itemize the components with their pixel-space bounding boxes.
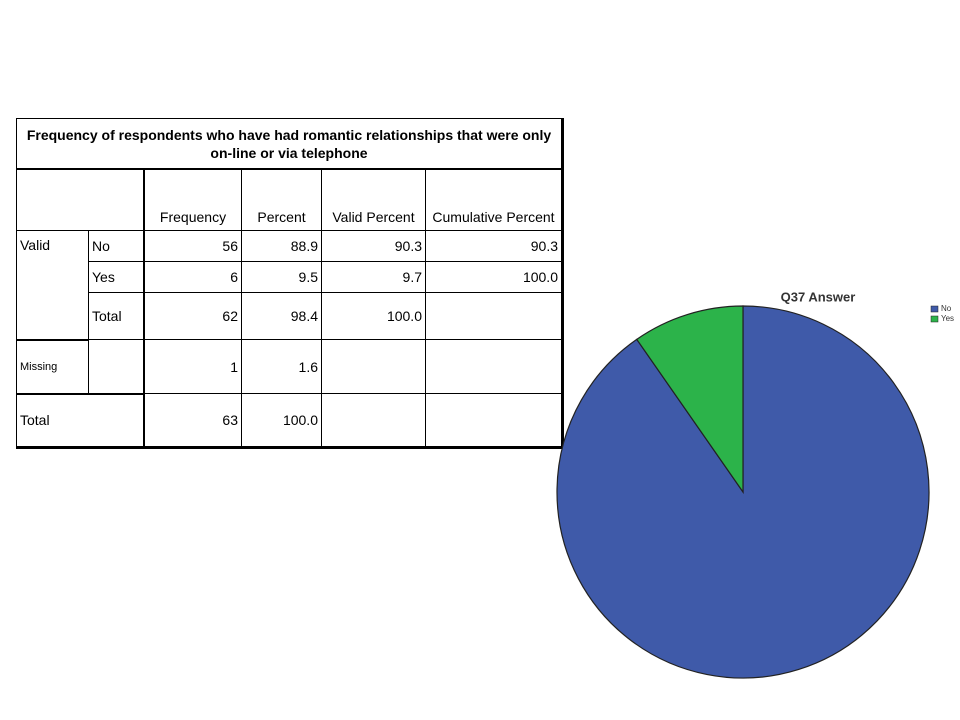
cell: 63: [143, 393, 242, 448]
pie-slice: [556, 305, 930, 679]
legend-swatch: [930, 305, 939, 313]
row-label-empty: [88, 339, 145, 394]
cell: 100.0: [321, 292, 426, 340]
row-label: Yes: [88, 261, 145, 293]
row-group: Valid: [16, 230, 89, 341]
cell: 90.3: [425, 230, 563, 262]
cell: 1.6: [241, 339, 322, 394]
row-group: Total: [16, 392, 145, 448]
cell: 6: [143, 261, 242, 293]
table-title: Frequency of respondents who have had ro…: [16, 118, 563, 170]
row-label: Total: [88, 292, 145, 340]
cell: 98.4: [241, 292, 322, 340]
column-header: Cumulative Percent: [425, 168, 563, 231]
column-header: Percent: [241, 168, 322, 231]
pie-slice: [635, 305, 744, 494]
cell: [425, 339, 563, 394]
table-row: Yes 6 9.5 9.7 100.0: [17, 261, 563, 293]
legend-label: No: [941, 304, 952, 313]
column-header: Valid Percent: [321, 168, 426, 231]
cell: [425, 292, 563, 340]
table-row: Total 62 98.4 100.0: [17, 292, 563, 340]
cell: 9.7: [321, 261, 426, 293]
legend-swatch: [930, 315, 939, 323]
cell: 100.0: [241, 393, 322, 448]
frequency-table: Frequency of respondents who have had ro…: [16, 118, 564, 449]
table-row: Missing 1 1.6: [16, 339, 563, 395]
chart-title: Q37 Answer: [781, 289, 856, 304]
table-row: Total 63 100.0: [16, 392, 563, 448]
table-row: Valid No 56 88.9 90.3 90.3: [16, 230, 563, 341]
header-corner: [16, 168, 145, 231]
row-group: Missing: [16, 339, 89, 395]
cell: 88.9: [241, 230, 322, 262]
cell: [425, 393, 563, 448]
legend-label: Yes: [941, 314, 954, 323]
row-label: No: [88, 230, 145, 262]
